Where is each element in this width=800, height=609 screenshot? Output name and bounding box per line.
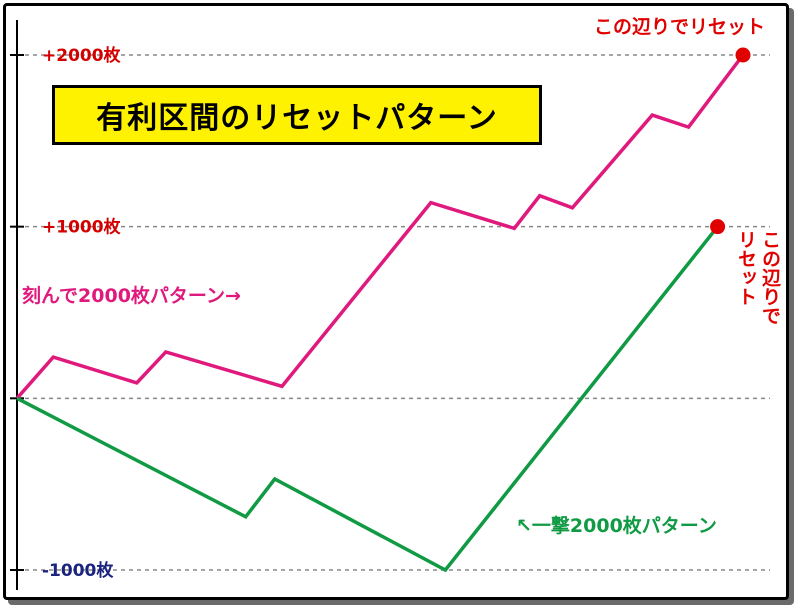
y-tick-label: +1000枚 [42,217,122,238]
series-lines [15,53,745,573]
y-tick-label: -1000枚 [42,560,114,581]
reset-marker [735,47,751,63]
series-line-green [16,225,719,573]
reset-markers [710,47,751,235]
series-line-pink [15,53,745,400]
reset-annotation-vertical-col1: この辺りで [759,230,781,325]
chart-title: 有利区間のリセットパターン [96,101,498,136]
y-tick-label: +2000枚 [42,45,122,66]
y-tick-labels: +2000枚 +1000枚 -1000枚 [42,45,122,581]
reset-marker [710,219,726,235]
chart-title-box: 有利区間のリセットパターン [52,85,542,145]
series-label-pink: 刻んで2000枚パターン→ [22,285,241,307]
reset-annotation-vertical: この辺りで リセット [735,230,781,325]
series-label-green: ↖一撃2000枚パターン [516,515,717,537]
reset-annotation-top: この辺りでリセット [594,16,766,38]
reset-annotation-vertical-col2: リセット [735,230,757,306]
